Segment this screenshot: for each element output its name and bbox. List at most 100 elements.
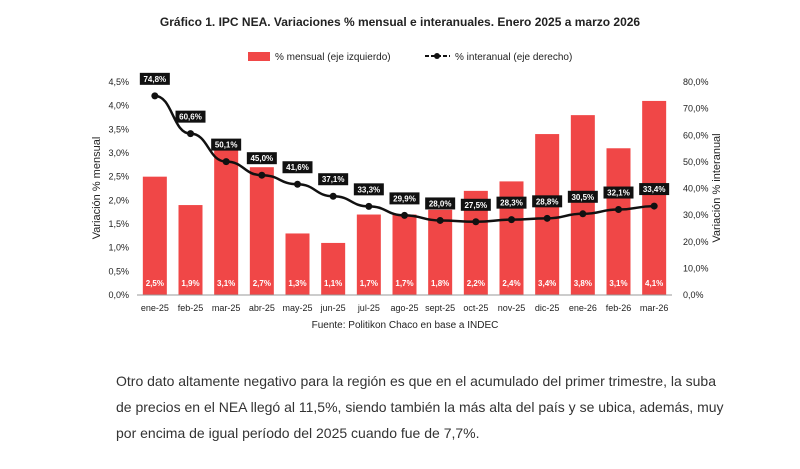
annual-point-feb-26 <box>615 206 622 214</box>
x-tick-label-ene-26: ene-26 <box>569 303 597 313</box>
annual-label-ago-25: 29,9% <box>393 194 416 203</box>
bar-label-oct-25: 2,2% <box>467 279 485 288</box>
ipc-chart: Gráfico 1. IPC NEA. Variaciones % mensua… <box>91 15 723 331</box>
x-tick-label-ago-25: ago-25 <box>390 303 418 313</box>
annual-label-box-mar-25 <box>211 138 242 151</box>
x-tick-label-jul-25: jul-25 <box>357 303 380 313</box>
annual-label-box-dic-25 <box>532 195 563 208</box>
legend-label-monthly: % mensual (eje izquierdo) <box>275 52 391 63</box>
left-tick-label: 1,5% <box>108 219 129 229</box>
x-tick-label-may-25: may-25 <box>282 303 312 313</box>
right-tick-label: 70,0% <box>683 104 709 114</box>
annual-point-jul-25 <box>365 202 373 210</box>
annual-label-nov-25: 28,3% <box>500 199 523 208</box>
bar-label-ene-25: 2,5% <box>146 279 164 288</box>
right-tick-label: 80,0% <box>683 77 709 87</box>
bar-feb-25 <box>178 205 203 295</box>
x-tick-label-feb-25: feb-25 <box>178 303 204 313</box>
annual-point-dic-25 <box>543 214 551 222</box>
annual-label-box-ago-25 <box>389 192 420 205</box>
x-tick-label-dic-25: dic-25 <box>535 303 560 313</box>
bar-label-feb-26: 3,1% <box>609 279 627 288</box>
bar-ene-25 <box>142 176 167 295</box>
annual-label-jul-25: 33,3% <box>357 185 380 194</box>
annual-label-box-sept-25 <box>425 197 456 210</box>
bar-mar-25 <box>214 148 239 295</box>
bar-label-dic-25: 3,4% <box>538 279 556 288</box>
annual-label-mar-26: 33,4% <box>643 185 666 194</box>
bar-mar-26 <box>642 100 667 295</box>
bar-label-may-25: 1,3% <box>288 279 306 288</box>
right-axis: 0,0% 10,0% 20,0% 30,0% 40,0% 50,0% 60,0% 70,0% 8… <box>683 77 709 300</box>
left-axis: 0,0% 0,5% 1,0% 1,5% 2,0% 2,5% 3,0% 3,5% 4,0% 4,5% <box>108 77 129 300</box>
annual-label-box-jun-25 <box>318 173 349 186</box>
x-tick-label-ene-25: ene-25 <box>141 303 169 313</box>
annual-point-abr-25 <box>258 171 266 179</box>
annual-label-box-ene-26 <box>567 190 598 203</box>
annual-line: 74,8% 60,6% 50,1% 45,0% 41,6% 37,1% 33,3% 29,9%… <box>139 72 670 226</box>
annual-label-box-feb-26 <box>603 186 634 199</box>
bar-feb-26 <box>606 148 631 295</box>
bar-dic-25 <box>535 134 560 295</box>
bar-jul-25 <box>356 214 381 295</box>
left-tick-label: 0,5% <box>108 266 129 276</box>
annual-label-box-ene-25 <box>139 72 170 85</box>
legend-swatch-monthly <box>248 52 270 61</box>
bar-label-mar-25: 3,1% <box>217 279 235 288</box>
left-tick-label: 3,5% <box>108 124 129 134</box>
annual-point-mar-26 <box>650 202 658 210</box>
annual-label-box-nov-25 <box>496 196 527 209</box>
chart-source: Fuente: Politikon Chaco en base a INDEC <box>312 320 499 331</box>
annual-label-mar-25: 50,1% <box>215 141 238 150</box>
annual-point-ene-25 <box>151 92 159 100</box>
right-tick-label: 0,0% <box>683 290 704 300</box>
annual-label-oct-25: 27,5% <box>464 201 487 210</box>
bar-jun-25 <box>321 242 346 295</box>
x-tick-label-nov-25: nov-25 <box>498 303 526 313</box>
bar-abr-25 <box>249 167 274 295</box>
bar-may-25 <box>285 233 310 295</box>
annual-label-ene-25: 74,8% <box>143 75 166 84</box>
right-tick-label: 30,0% <box>683 210 709 220</box>
bar-ago-25 <box>392 214 417 295</box>
right-tick-label: 50,0% <box>683 157 709 167</box>
annual-point-may-25 <box>294 180 301 188</box>
x-tick-label-feb-26: feb-26 <box>606 303 632 313</box>
left-tick-label: 2,0% <box>108 195 129 205</box>
annual-label-box-feb-25 <box>175 110 206 123</box>
annual-label-box-may-25 <box>282 161 313 174</box>
right-tick-label: 20,0% <box>683 237 709 247</box>
bar-label-sept-25: 1,8% <box>431 279 449 288</box>
bar-sept-25 <box>428 209 453 295</box>
annual-label-sept-25: 28,0% <box>429 199 452 208</box>
bar-label-jul-25: 1,7% <box>360 279 378 288</box>
annual-label-box-abr-25 <box>246 152 277 165</box>
left-tick-label: 4,5% <box>108 77 129 87</box>
right-tick-label: 40,0% <box>683 184 709 194</box>
annual-point-feb-25 <box>187 130 194 138</box>
left-tick-label: 3,0% <box>108 148 129 158</box>
annual-label-feb-25: 60,6% <box>179 113 202 122</box>
bar-label-feb-25: 1,9% <box>181 279 199 288</box>
right-tick-label: 10,0% <box>683 263 709 273</box>
annual-label-box-jul-25 <box>353 183 384 196</box>
annual-point-ago-25 <box>401 211 408 219</box>
bar-ene-26 <box>570 115 595 295</box>
monthly-bars: 2,5% 1,9% 3,1% 2,7% 1,3% 1,1% 1,7% 1,7% 1,8% 2,2%… <box>142 100 667 295</box>
left-tick-label: 0,0% <box>108 290 129 300</box>
bar-label-jun-25: 1,1% <box>324 279 342 288</box>
right-tick-label: 60,0% <box>683 130 709 140</box>
annual-label-dic-25: 28,8% <box>536 197 559 206</box>
annual-label-jun-25: 37,1% <box>322 175 345 184</box>
bar-label-nov-25: 2,4% <box>502 279 520 288</box>
left-tick-label: 2,5% <box>108 172 129 182</box>
left-axis-label: Variación % mensual <box>91 137 103 240</box>
bar-label-abr-25: 2,7% <box>253 279 271 288</box>
left-tick-label: 1,0% <box>108 243 129 253</box>
x-tick-label-mar-25: mar-25 <box>212 303 241 313</box>
annual-point-ene-26 <box>579 210 587 218</box>
annual-point-mar-25 <box>222 158 230 166</box>
legend-label-annual: % interanual (eje derecho) <box>455 52 572 63</box>
x-tick-label-mar-26: mar-26 <box>640 303 669 313</box>
x-axis: ene-25 feb-25 mar-25 abr-25 may-25 jun-25 jul-… <box>137 294 672 313</box>
